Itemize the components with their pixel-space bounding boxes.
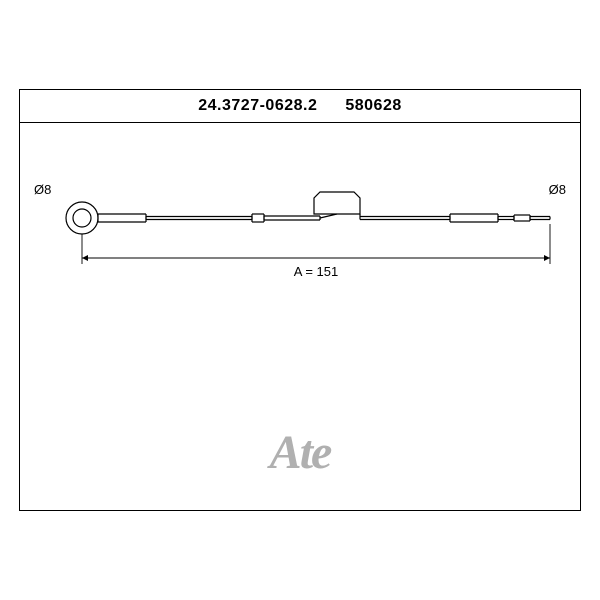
part-number-secondary: 580628: [345, 97, 401, 115]
left-diameter-label: Ø8: [34, 182, 51, 197]
drawing-frame: 24.3727-0628.2 580628 Ø8 Ø8 A = 151 Ate: [19, 89, 581, 511]
dimension-label: A = 151: [294, 264, 338, 279]
drawing-area: Ø8 Ø8 A = 151 Ate: [20, 122, 580, 510]
part-number-main: 24.3727-0628.2: [198, 97, 317, 115]
title-bar: 24.3727-0628.2 580628: [20, 90, 580, 123]
ate-logo: Ate: [270, 425, 331, 480]
right-diameter-label: Ø8: [549, 182, 566, 197]
